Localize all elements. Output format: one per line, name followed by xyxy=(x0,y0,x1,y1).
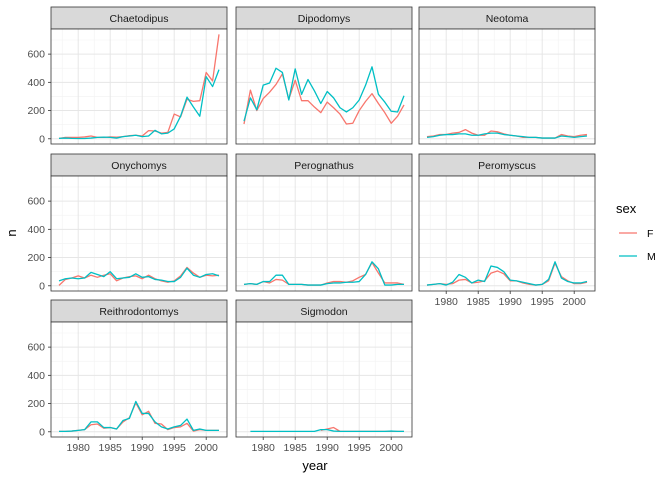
x-tick-label: 1980 xyxy=(67,442,91,454)
facet-panel-chaetodipus: Chaetodipus 0 200 400 600 xyxy=(27,6,228,145)
series-line-m xyxy=(426,132,588,139)
legend: sex FM xyxy=(616,201,656,263)
facet-strip-label: Chaetodipus xyxy=(110,13,169,25)
panel-background xyxy=(236,176,412,291)
legend-item-f: F xyxy=(619,228,653,240)
legend-label: F xyxy=(647,228,653,240)
series-line-m xyxy=(426,261,588,286)
x-tick-label: 1990 xyxy=(499,296,523,308)
panel-border xyxy=(50,321,228,438)
y-tick-label: 600 xyxy=(27,196,45,208)
panel-border xyxy=(50,175,228,292)
series-line-m xyxy=(250,429,404,433)
x-tick-label: 1990 xyxy=(131,442,155,454)
panel-background xyxy=(51,29,227,144)
facet-panel-sigmodon: Sigmodon 1980 1985 1990 1995 2000 xyxy=(235,299,413,454)
legend-title: sex xyxy=(616,201,637,216)
y-tick-label: 0 xyxy=(39,280,45,292)
series-line-m xyxy=(59,400,219,433)
y-tick-label: 200 xyxy=(27,252,45,264)
x-tick-label: 2000 xyxy=(380,442,404,454)
panel-border xyxy=(50,28,228,145)
panel-border xyxy=(235,175,413,292)
y-tick-label: 600 xyxy=(27,342,45,354)
panel-border xyxy=(235,28,413,145)
x-tick-label: 1985 xyxy=(284,442,308,454)
facet-panel-reithrodontomys: Reithrodontomys 0 200 400 600 1980 1985 1990 199… xyxy=(27,299,228,454)
x-tick-label: 1995 xyxy=(531,296,555,308)
series-line-m xyxy=(243,66,405,122)
x-tick-label: 2000 xyxy=(563,296,587,308)
x-axis-title: year xyxy=(302,458,328,473)
y-tick-label: 400 xyxy=(27,370,45,382)
y-tick-label: 600 xyxy=(27,49,45,61)
y-tick-label: 400 xyxy=(27,224,45,236)
x-tick-label: 1985 xyxy=(99,442,123,454)
facet-panel-neotoma: Neotoma xyxy=(418,6,596,145)
series-line-m xyxy=(243,261,404,286)
y-axis-title: n xyxy=(4,229,19,236)
facet-panel-dipodomys: Dipodomys xyxy=(235,6,413,145)
series-line-f xyxy=(243,73,405,125)
series-line-m xyxy=(58,69,220,140)
panel-background xyxy=(236,322,412,437)
panel-background xyxy=(419,29,595,144)
x-tick-label: 1985 xyxy=(467,296,491,308)
panel-background xyxy=(51,176,227,291)
facet-strip-label: Peromyscus xyxy=(478,160,536,172)
legend-item-m: M xyxy=(619,251,656,263)
panel-background xyxy=(51,322,227,437)
facet-panel-onychomys: Onychomys 0 200 400 600 xyxy=(27,153,228,292)
facet-strip-label: Reithrodontomys xyxy=(99,306,178,318)
facet-strip-label: Sigmodon xyxy=(300,306,347,318)
y-tick-label: 400 xyxy=(27,77,45,89)
facet-panel-perognathus: Perognathus xyxy=(235,153,413,292)
x-tick-label: 1980 xyxy=(435,296,459,308)
panel-border xyxy=(235,321,413,438)
facet-strip-label: Neotoma xyxy=(486,13,529,25)
facet-panel-peromyscus: Peromyscus 1980 1985 1990 1995 2000 xyxy=(418,153,596,308)
series-line-m xyxy=(58,267,220,283)
facet-strip-label: Perognathus xyxy=(294,160,354,172)
y-tick-label: 0 xyxy=(39,133,45,145)
panel-background xyxy=(419,176,595,291)
panel-border xyxy=(418,175,596,292)
legend-label: M xyxy=(647,251,656,263)
facet-strip-label: Onychomys xyxy=(111,160,166,172)
x-tick-label: 2000 xyxy=(195,442,219,454)
y-tick-label: 0 xyxy=(39,426,45,438)
y-tick-label: 200 xyxy=(27,398,45,410)
x-tick-label: 1995 xyxy=(163,442,187,454)
facet-strip-label: Dipodomys xyxy=(298,13,351,25)
y-tick-label: 200 xyxy=(27,105,45,117)
x-tick-label: 1990 xyxy=(316,442,340,454)
x-tick-label: 1995 xyxy=(348,442,372,454)
x-tick-label: 1980 xyxy=(252,442,276,454)
panel-border xyxy=(418,28,596,145)
